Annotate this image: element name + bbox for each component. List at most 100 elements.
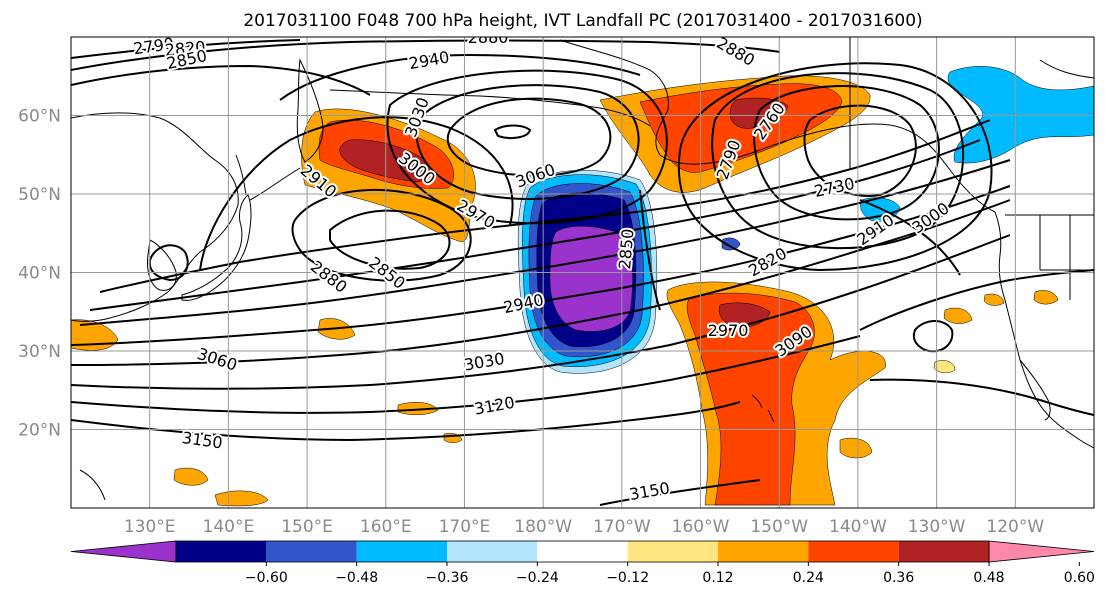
- contour-north-2850: [71, 39, 301, 59]
- coastline-hawaii: [751, 394, 775, 423]
- colorbar-frame: [175, 540, 990, 563]
- colorbar-segment: [266, 541, 357, 562]
- contour-low-gulf-2760: [753, 85, 940, 221]
- contour-label-halo: 2820: [164, 37, 206, 59]
- lon-tick-label: 140°W: [829, 517, 887, 537]
- longitude-labels: 130°E 140°E 150°E 160°E 170°E 180°W 170°W 160°W…: [124, 517, 1045, 537]
- contour-3150-southeast: [599, 479, 761, 506]
- contour-label-text: 2820: [164, 37, 206, 59]
- lon-tick-label: 160°E: [360, 517, 412, 537]
- contour-2850-low: [329, 209, 451, 270]
- lon-tick-label: 170°W: [593, 517, 651, 537]
- contour-3000: [79, 159, 1011, 326]
- lon-tick-label: 160°W: [672, 517, 730, 537]
- colorbar-tick-label: −0.36: [426, 570, 469, 586]
- negative-anomaly-tiny: [721, 237, 741, 251]
- lon-tick-label: 120°W: [986, 517, 1044, 537]
- colorbar-tick-label: −0.60: [245, 570, 288, 586]
- lon-tick-label: 170°E: [439, 517, 491, 537]
- colorbar-tick-label: 0.36: [883, 570, 914, 586]
- contour-high-3000: [386, 69, 668, 225]
- colorbar-tick-label: −0.48: [335, 570, 378, 586]
- contour-2880-low: [291, 188, 472, 282]
- coastline-baja: [1019, 359, 1051, 421]
- map-frame: [70, 36, 1095, 509]
- lon-tick-label: 140°E: [203, 517, 255, 537]
- positive-anomaly-okhotsk-core: [339, 139, 430, 183]
- contour-3150-south: [71, 401, 741, 442]
- contour-label-text: 2880: [468, 28, 509, 47]
- coastline-sakhalin: [235, 154, 247, 196]
- contour-2970: [89, 139, 981, 311]
- colorbar-tick-label: 0.48: [973, 570, 1004, 586]
- positive-patch-mid-1: [397, 402, 439, 415]
- contour-3060: [71, 199, 1011, 366]
- colorbar-segment: [176, 541, 267, 562]
- contour-3090: [71, 234, 1011, 390]
- contour-label-halo: 2880: [468, 28, 509, 47]
- lat-tick-label: 60°N: [18, 107, 61, 127]
- positive-patch-east-3: [983, 293, 1005, 306]
- map-panel: 2790279028202820285028502880288029402940…: [70, 28, 1095, 509]
- contour-low-gulf-2820: [677, 62, 993, 272]
- negative-anomaly-canada-light: [947, 66, 1094, 164]
- contour-east-low: [912, 320, 954, 353]
- contour-high-small: [493, 124, 532, 139]
- contour-low-asia: [148, 244, 189, 282]
- lon-tick-label: 150°E: [281, 517, 333, 537]
- colorbar-segment: [447, 541, 538, 562]
- colorbar: −0.60 −0.48 −0.36 −0.24 −0.12 0.12 0.24 0.36 0.4…: [70, 540, 1095, 586]
- gridlines: [71, 37, 1094, 508]
- contour-north-2910: [71, 64, 371, 96]
- colorbar-segment: [718, 541, 809, 562]
- colorbar-segment: [537, 541, 628, 562]
- contour-label-text: 2970: [708, 321, 749, 340]
- lat-tick-label: 30°N: [18, 342, 61, 362]
- lat-tick-label: 40°N: [18, 264, 61, 284]
- contour-north-2940: [279, 53, 641, 101]
- colorbar-tick-label: −0.12: [606, 570, 649, 586]
- lon-tick-label: 130°W: [908, 517, 966, 537]
- contour-north-2880: [71, 39, 781, 71]
- colorbar-tick-label: 0.12: [702, 570, 733, 586]
- contour-3120: [71, 335, 861, 414]
- colorbar-extend-low: [70, 540, 177, 563]
- contour-label-text: 2790: [132, 34, 175, 58]
- figure-title: 2017031100 F048 700 hPa height, IVT Land…: [243, 11, 922, 31]
- ivt-shading: [71, 66, 1094, 507]
- contour-low-gulf-2790: [711, 72, 965, 250]
- contour-3030: [71, 185, 1011, 346]
- contour-east-south: [869, 378, 1094, 416]
- coastline-aleutians: [329, 89, 651, 127]
- contour-label-halo: 2970: [708, 321, 749, 340]
- positive-patch-east-1: [943, 307, 973, 324]
- colorbar-segment: [808, 541, 899, 562]
- lat-tick-label: 50°N: [18, 185, 61, 205]
- contour-low-gulf-2730: [803, 104, 917, 197]
- contour-high-3060: [446, 97, 612, 177]
- coastline-philippines: [79, 469, 106, 501]
- colorbar-tick-label: −0.24: [516, 570, 559, 586]
- colorbar-extend-high: [988, 540, 1095, 563]
- colorbar-segment: [898, 541, 989, 562]
- contour-trough-2850: [639, 189, 661, 311]
- lon-tick-label: 150°W: [750, 517, 808, 537]
- positive-patch-south-1: [173, 467, 209, 486]
- colorbar-segment: [627, 541, 718, 562]
- lon-tick-label: 180°W: [514, 517, 572, 537]
- coastline-kamchatka: [296, 58, 324, 163]
- coastline-hudson: [1039, 59, 1094, 79]
- positive-patch-mid-2: [839, 437, 873, 459]
- contour-east-3000: [859, 199, 961, 276]
- contour-high-3030: [415, 84, 640, 200]
- contour-label-text: 2850: [615, 228, 637, 270]
- colorbar-tick-label: 0.60: [1064, 570, 1095, 586]
- lon-tick-label: 130°E: [124, 517, 176, 537]
- latitude-labels: 60°N 50°N 40°N 30°N 20°N: [18, 107, 61, 441]
- lat-tick-label: 20°N: [18, 421, 61, 441]
